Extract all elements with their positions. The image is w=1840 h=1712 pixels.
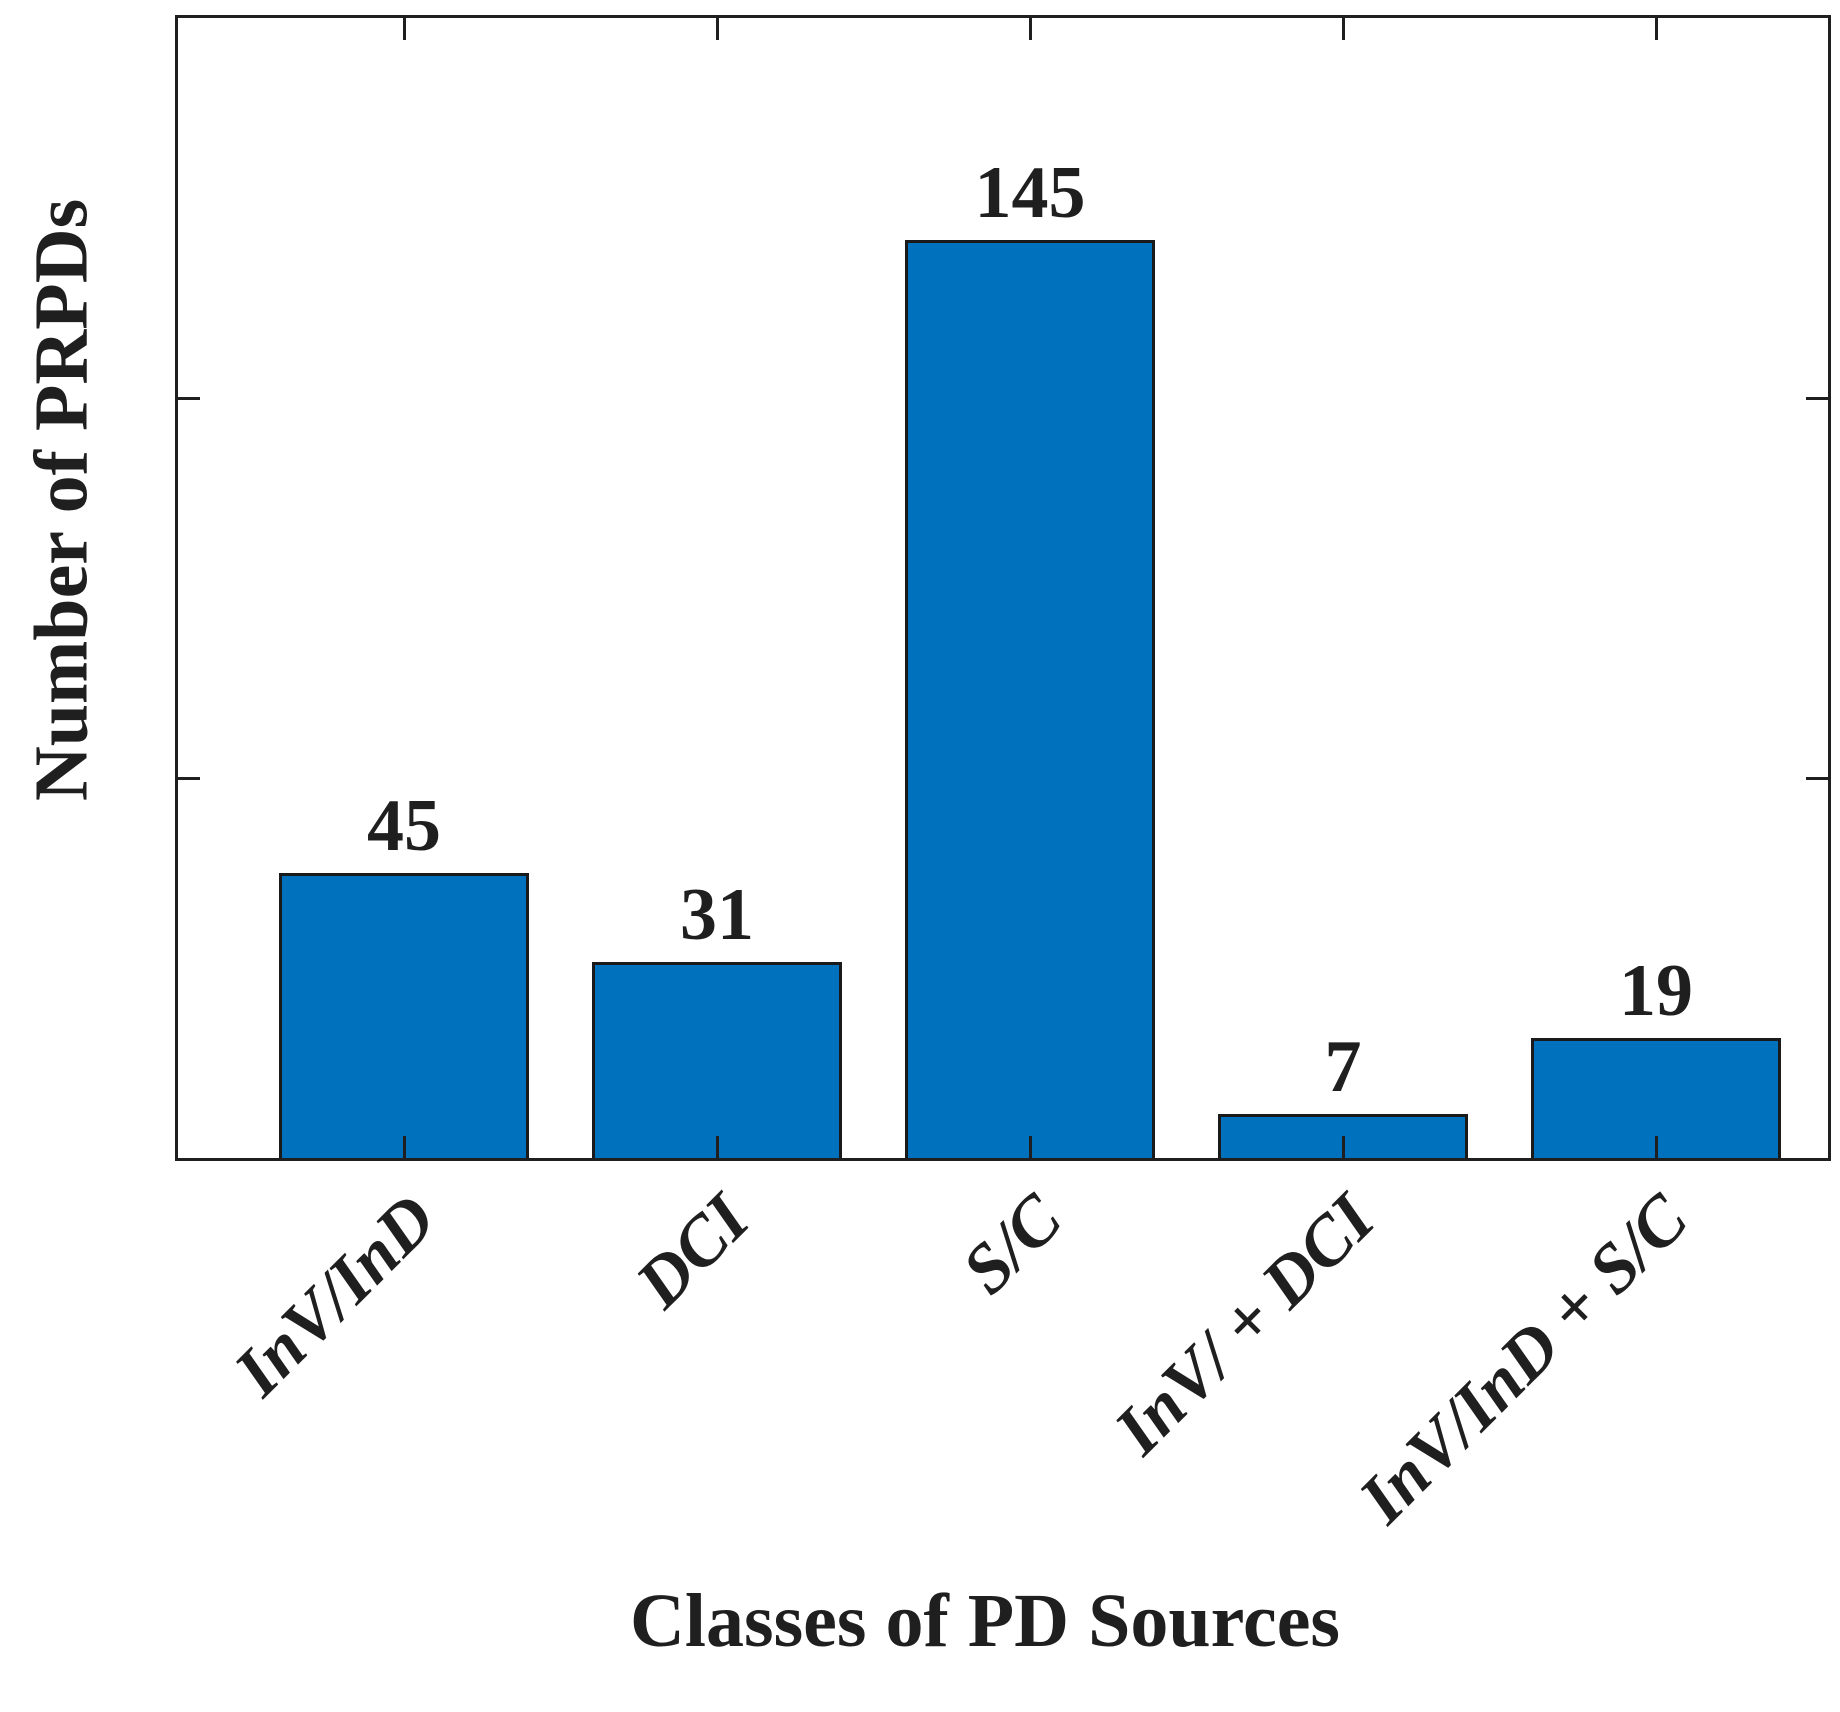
- x-tick: [1342, 1136, 1345, 1158]
- y-tick: [178, 777, 200, 780]
- bar: [592, 962, 842, 1158]
- bar-value-label: 7: [1324, 1026, 1362, 1108]
- x-tick: [1655, 1136, 1658, 1158]
- x-tick-label: InV/InD + S/C: [1344, 1180, 1703, 1538]
- x-tick-label: DCI: [621, 1180, 764, 1323]
- x-tick-top: [1655, 18, 1658, 40]
- y-tick: [178, 397, 200, 400]
- bar-value-label: 31: [680, 874, 754, 956]
- y-tick-right: [1806, 777, 1828, 780]
- x-tick: [716, 1136, 719, 1158]
- bar-value-label: 45: [367, 785, 441, 867]
- y-tick-right: [1806, 397, 1828, 400]
- x-tick-top: [716, 18, 719, 40]
- x-tick-top: [1342, 18, 1345, 40]
- x-tick-label: InV/InD: [220, 1180, 451, 1411]
- x-axis-label: Classes of PD Sources: [629, 1579, 1341, 1663]
- bar-value-label: 19: [1619, 950, 1693, 1032]
- bar-value-label: 145: [974, 152, 1086, 234]
- x-tick-top: [1029, 18, 1032, 40]
- x-tick-label: S/C: [947, 1180, 1077, 1309]
- x-tick: [403, 1136, 406, 1158]
- x-tick-top: [403, 18, 406, 40]
- y-axis-label: Number of PRPDs: [19, 198, 104, 802]
- x-tick-label: InV/ + DCI: [1100, 1180, 1390, 1470]
- x-tick: [1029, 1136, 1032, 1158]
- bar: [905, 240, 1155, 1158]
- plot-area: 45 InV/InD 31 DCI 145 S/C 7 InV/ + DCI 19 InV/InD…: [175, 15, 1831, 1538]
- bar: [279, 873, 529, 1158]
